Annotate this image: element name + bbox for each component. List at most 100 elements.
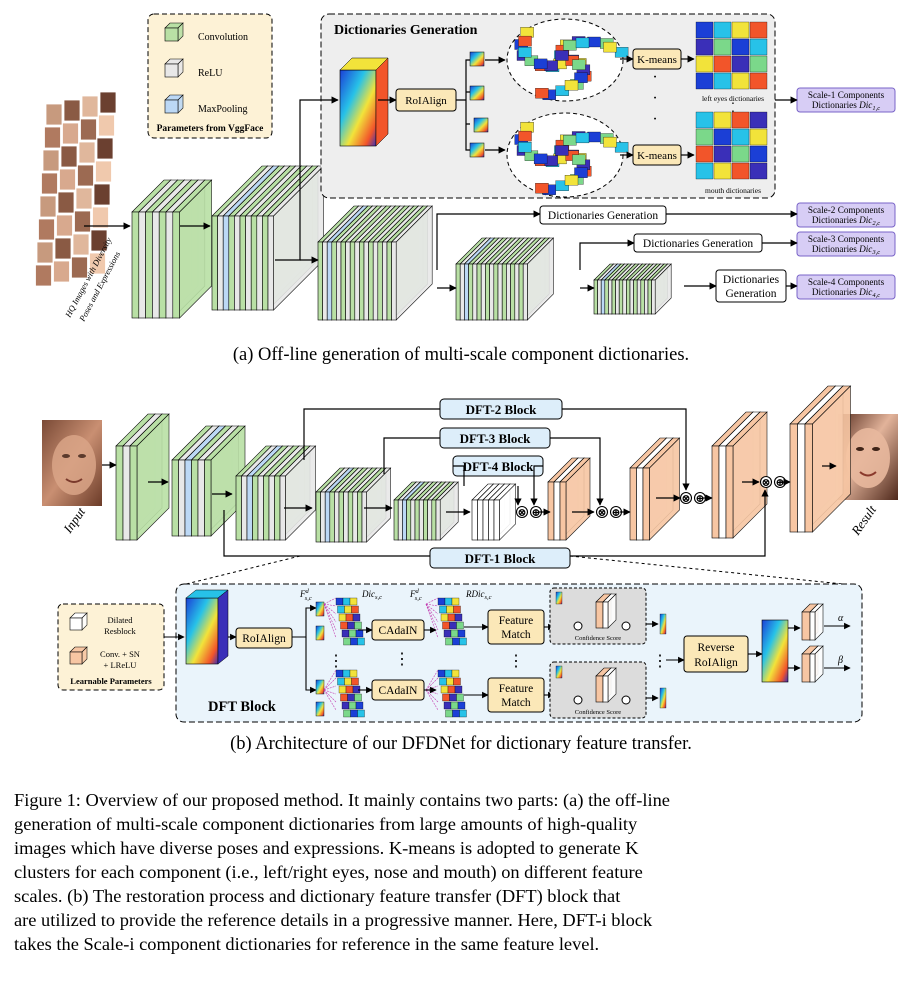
dft-patch	[315, 625, 325, 641]
confidence-mult-1	[573, 695, 583, 705]
face-thumbnail	[57, 191, 75, 214]
legend-learn-label1-1: Conv. + SN	[100, 649, 140, 659]
legend-vgg-label-1: ReLU	[198, 68, 223, 79]
cluster-tile	[563, 135, 577, 146]
cluster-tile	[575, 37, 590, 49]
cluster-tile	[603, 136, 617, 148]
dft-dictionary-tile	[443, 701, 452, 710]
dft-dictionary-tile	[337, 677, 345, 686]
cluster-tile	[555, 145, 569, 156]
dft-dictionary-tile	[447, 613, 456, 622]
face-thumbnail	[62, 122, 79, 145]
legend-learnable-title: Learnable Parameters	[70, 676, 152, 686]
face-thumbnail	[90, 229, 108, 252]
confidence-add-0	[621, 621, 631, 631]
feature-heatmap-a-side	[375, 57, 389, 147]
beta-label: β	[837, 655, 843, 666]
roialign-label-a: RoIAlign	[405, 95, 447, 107]
dft-dictionary-tile	[446, 605, 454, 614]
encoder-b-block1-layer	[129, 413, 170, 541]
cluster-tile	[574, 72, 588, 83]
legend-learn-label1-0: Dilated	[107, 615, 133, 625]
vdots-a2: ·	[652, 90, 657, 107]
encoder-b-block1	[115, 413, 170, 541]
dft-patch	[315, 601, 325, 617]
dfdnet-encoder	[115, 413, 517, 543]
dft-dictionary-tile	[354, 693, 362, 702]
dft-dictionary-tile	[354, 621, 362, 630]
encoder-a-block4-layer	[522, 237, 555, 321]
cluster-tile	[603, 41, 617, 53]
face-thumbnail	[95, 160, 112, 183]
mouth-dictionary-tile	[695, 162, 714, 180]
dft-match-line	[323, 603, 337, 639]
dft-dictionary-tile	[338, 613, 347, 622]
legend-vggface: Convolution ReLU MaxPooling Parameters fro…	[147, 13, 273, 139]
cluster-tile	[533, 58, 548, 70]
vdots-b2: ⋮	[508, 653, 524, 670]
vdots-b4: ⋮	[652, 653, 668, 670]
dft-feature-label-1: Fd s,c	[299, 588, 312, 602]
dft-arrow	[292, 604, 317, 638]
multiply-op-circle	[759, 475, 773, 489]
encoder-b-block3	[235, 445, 317, 541]
dft-dictionary-tile	[357, 709, 365, 718]
dft-dictionary-tile	[459, 637, 467, 646]
encoder-a-block1	[131, 179, 213, 319]
dft-dictionary-tile	[451, 669, 460, 678]
dft-dictionary-tile	[355, 629, 364, 638]
legend-cube-2	[164, 94, 184, 114]
vdots-b1: ⋮	[394, 651, 410, 668]
face-thumbnail	[77, 164, 94, 187]
add-op-symbol: ⊕	[611, 507, 620, 519]
encoder-a-block3-layer	[390, 205, 433, 321]
mouth-dictionary-tile	[695, 145, 714, 163]
decoder-block3-layer	[725, 411, 768, 539]
mouth-dictionary-tile	[695, 111, 714, 129]
face-thumbnail	[99, 91, 117, 114]
dict-gen-box-scale2-label: Dictionaries Generation	[548, 210, 658, 222]
dft-dictionary-tile	[456, 693, 464, 702]
face-thumbnail	[71, 256, 88, 279]
dft-input-feature-side	[217, 589, 229, 665]
dft-dictionary-tile	[357, 637, 365, 646]
encoder-b-block4	[315, 467, 392, 543]
dictionaries-generation-panel: Dictionaries Generation RoIAlign K-means…	[320, 13, 776, 199]
dft-dictionary-tile	[443, 629, 452, 638]
dft-dictionary-tile	[350, 709, 358, 718]
encoder-b-block5	[393, 481, 459, 541]
dft1-block	[429, 547, 571, 569]
face-thumbnail	[72, 233, 90, 256]
scale-output-line2-1: Dictionaries Dic1,c	[812, 100, 880, 112]
cluster-tile	[518, 47, 532, 58]
face-thumbnail	[60, 145, 78, 168]
face-thumbnail	[56, 214, 73, 237]
dft-dictionary-tile	[341, 629, 350, 638]
dft2-label: DFT-2 Block	[466, 402, 537, 417]
mouth-dictionary-tile	[713, 128, 732, 146]
dft-dictionary-tile	[347, 693, 355, 702]
dft-dictionary-tile	[440, 685, 449, 694]
dft3-label: DFT-3 Block	[460, 431, 531, 446]
cluster-tile	[575, 132, 590, 144]
cluster-tile	[563, 40, 577, 51]
vgg-encoder	[131, 165, 672, 321]
dilated-resblock-layer	[493, 483, 517, 541]
dft-dictionary-tile	[440, 613, 449, 622]
dft-dictionary-tile	[439, 605, 447, 614]
scale-output-line2-3: Dictionaries Dic3,c	[812, 244, 880, 256]
face-thumbnail	[81, 95, 99, 118]
dft-arrow	[305, 637, 317, 694]
dft-roialign-box	[235, 627, 293, 649]
dft-dictionary-tile	[348, 629, 357, 638]
beta-relu	[809, 645, 824, 683]
face-thumbnail	[92, 206, 109, 229]
multiply-op-symbol: ⊗	[517, 507, 526, 519]
scale-output-line1-3: Scale-3 Components	[808, 234, 885, 244]
legend-learn-label2-1: + LReLU	[104, 660, 137, 670]
dft-match-line	[323, 689, 337, 695]
add-op-symbol: ⊕	[695, 493, 704, 505]
dft-match-line	[425, 603, 439, 623]
dft-dictionary-tile	[341, 701, 350, 710]
